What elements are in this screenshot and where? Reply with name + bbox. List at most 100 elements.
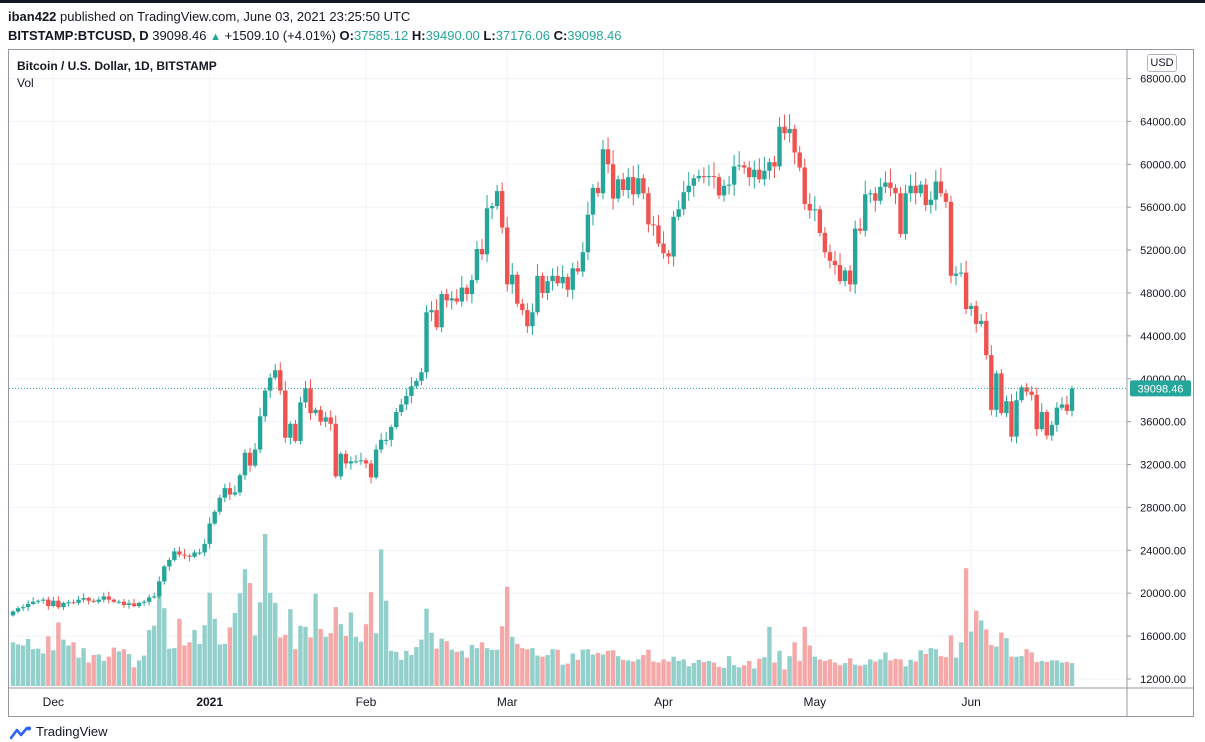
volume-bar xyxy=(162,608,167,686)
candle-body xyxy=(1059,404,1065,408)
volume-bar xyxy=(913,661,918,686)
volume-bar xyxy=(822,660,828,686)
candle-body xyxy=(772,162,777,167)
volume-bar xyxy=(36,648,41,686)
volume-bar xyxy=(449,649,454,686)
candle-body xyxy=(646,193,651,225)
candle-body xyxy=(505,227,510,285)
volume-bar xyxy=(651,661,656,686)
volume-bar xyxy=(711,662,717,686)
candle-body xyxy=(888,182,893,188)
candle-body xyxy=(721,185,727,196)
volume-bar xyxy=(333,607,338,686)
volume-bar xyxy=(852,664,858,686)
volume-bar xyxy=(10,642,16,686)
candle-body xyxy=(747,167,752,178)
candle-body xyxy=(938,181,944,194)
volume-bar xyxy=(782,669,787,686)
candle-body xyxy=(177,551,182,555)
publish-header: iban422 published on TradingView.com, Ju… xyxy=(8,8,622,46)
candle-body xyxy=(686,185,691,193)
volume-bar xyxy=(802,626,807,686)
candle-body xyxy=(525,310,530,327)
candle-body xyxy=(152,596,157,598)
candle-body xyxy=(399,404,404,412)
volume-bar xyxy=(187,642,192,686)
candle-body xyxy=(484,208,490,255)
volume-bar xyxy=(96,654,101,686)
volume-bar xyxy=(278,637,283,686)
volume-bar xyxy=(686,666,691,686)
volume-bar xyxy=(999,632,1004,686)
volume-label: Vol xyxy=(17,76,34,90)
candle-body xyxy=(706,176,712,178)
volume-bar xyxy=(525,649,530,686)
volume-bar xyxy=(71,642,76,686)
symbol-label: BITSTAMP:BTCUSD, D xyxy=(8,28,149,43)
candle-body xyxy=(474,248,480,281)
volume-bar xyxy=(787,656,792,686)
candle-body xyxy=(1019,387,1024,401)
candle-body xyxy=(333,423,338,477)
candle-body xyxy=(172,551,177,560)
volume-bar xyxy=(298,625,303,686)
volume-bar xyxy=(560,664,565,686)
volume-bar xyxy=(106,656,112,686)
volume-bar xyxy=(726,656,732,686)
volume-bar xyxy=(348,612,354,686)
candle-body xyxy=(555,275,560,284)
volume-bar xyxy=(1044,662,1049,686)
x-tick-label: Dec xyxy=(43,695,64,709)
volume-bar xyxy=(626,660,631,686)
candle-body xyxy=(837,265,843,282)
candle-body xyxy=(636,178,641,195)
candle-body xyxy=(136,602,142,607)
candle-body xyxy=(817,209,823,233)
candle-body xyxy=(696,176,702,179)
author-name[interactable]: iban422 xyxy=(8,9,57,24)
currency-button[interactable]: USD xyxy=(1147,54,1177,72)
candle-body xyxy=(757,169,762,180)
candle-body xyxy=(328,417,333,424)
volume-bar xyxy=(706,660,712,686)
volume-bar xyxy=(1004,638,1009,686)
volume-bar xyxy=(459,650,465,686)
footer-brand[interactable]: TradingView xyxy=(36,724,108,739)
candle-body xyxy=(605,149,611,165)
volume-bar xyxy=(691,663,696,686)
volume-bar xyxy=(394,651,399,686)
candle-body xyxy=(293,423,298,441)
candle-body xyxy=(76,599,81,603)
volume-bar xyxy=(565,663,570,686)
candle-body xyxy=(262,390,268,417)
close-label: C: xyxy=(553,28,568,43)
candle-body xyxy=(242,452,248,476)
volume-bar xyxy=(217,644,222,686)
volume-bar xyxy=(752,668,757,686)
volume-bar xyxy=(262,534,268,686)
volume-bar xyxy=(1049,660,1055,686)
up-triangle-icon: ▲ xyxy=(210,31,221,43)
volume-bar xyxy=(580,649,586,686)
volume-bar xyxy=(212,618,217,686)
volume-bar xyxy=(25,639,31,686)
volume-bar xyxy=(358,641,364,686)
candle-body xyxy=(847,270,853,285)
candle-body xyxy=(560,276,565,284)
candle-body xyxy=(439,294,444,328)
candle-body xyxy=(20,607,26,609)
volume-bar xyxy=(620,659,626,686)
volume-bar xyxy=(81,648,86,686)
volume-bar xyxy=(131,667,137,686)
candle-body xyxy=(298,402,303,441)
candle-body xyxy=(363,460,369,464)
candle-body xyxy=(217,497,222,512)
volume-bar xyxy=(923,654,928,686)
volume-bar xyxy=(429,632,434,686)
candle-body xyxy=(1069,388,1075,411)
volume-bar xyxy=(66,645,71,686)
candle-body xyxy=(878,186,883,201)
volume-bar xyxy=(146,630,152,686)
volume-bar xyxy=(893,658,898,686)
